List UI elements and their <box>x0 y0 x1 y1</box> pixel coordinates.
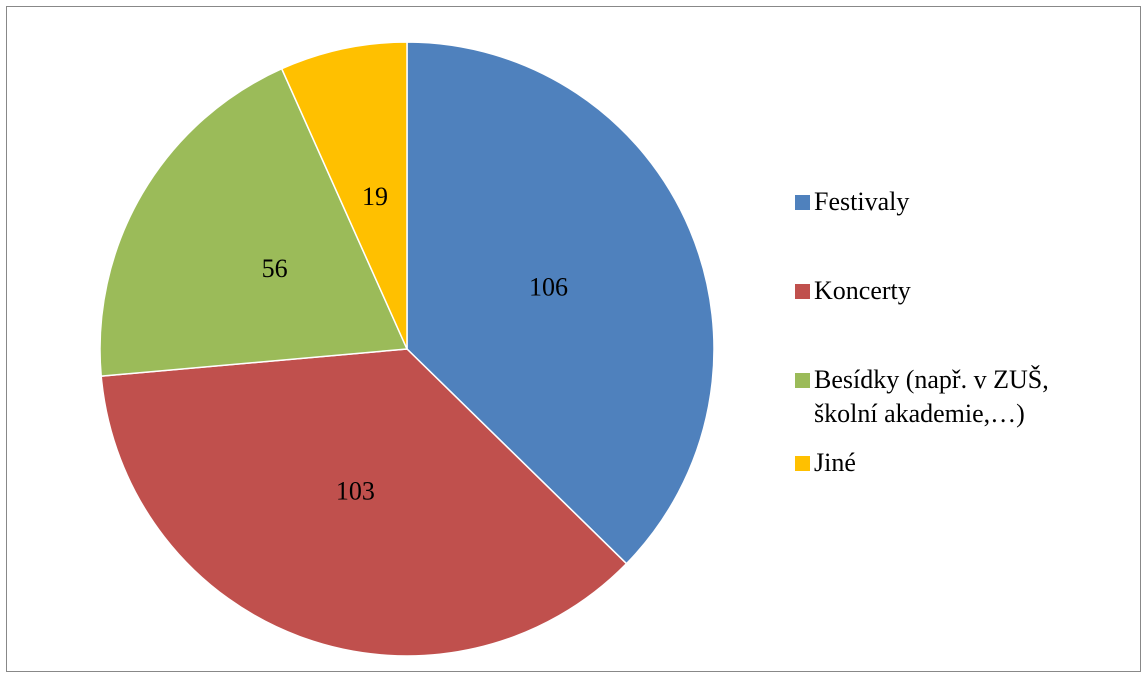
pie-slice <box>100 348 628 657</box>
legend-item: Jiné <box>795 446 1125 480</box>
data-label: 56 <box>262 254 288 283</box>
data-label: 103 <box>336 477 375 506</box>
legend: Festivaly Koncerty Besídky (např. v ZUŠ, š… <box>795 185 1125 480</box>
legend-label: Festivaly <box>814 187 910 216</box>
legend-swatch <box>795 456 810 471</box>
legend-label: Besídky (např. v ZUŠ, školní akademie,…) <box>814 365 1049 428</box>
pie-slice <box>406 41 715 565</box>
legend-label: Jiné <box>814 448 856 477</box>
pie-slice <box>280 41 408 350</box>
legend-swatch <box>795 284 810 299</box>
legend-label: Koncerty <box>814 276 911 305</box>
data-label: 19 <box>362 182 388 211</box>
data-label: 106 <box>529 272 568 301</box>
pie-slice <box>99 67 409 377</box>
legend-swatch <box>795 373 810 388</box>
legend-item: Besídky (např. v ZUŠ, školní akademie,…) <box>795 363 1125 431</box>
legend-item: Koncerty <box>795 274 1125 308</box>
legend-item: Festivaly <box>795 185 1125 219</box>
legend-swatch <box>795 195 810 210</box>
